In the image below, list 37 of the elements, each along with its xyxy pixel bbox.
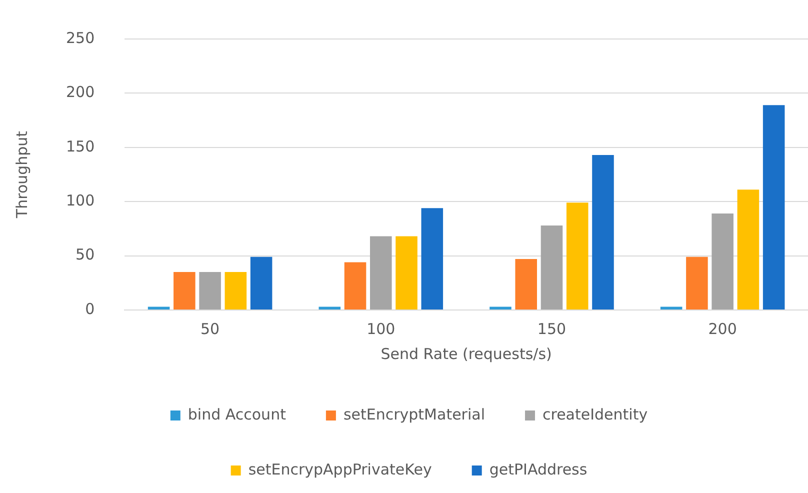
bar — [318, 306, 341, 310]
y-tick-label: 0 — [85, 300, 95, 318]
x-tick-label: 100 — [366, 320, 396, 338]
bar — [515, 259, 537, 310]
y-tick-label: 50 — [76, 246, 95, 264]
legend-label: createIdentity — [542, 405, 648, 424]
legend-label: bind Account — [188, 405, 286, 424]
bar — [224, 272, 247, 310]
bar — [199, 272, 221, 310]
bar — [762, 105, 785, 310]
bar — [250, 256, 272, 310]
bar — [592, 154, 614, 310]
bar — [686, 256, 708, 310]
bar — [490, 306, 512, 310]
y-axis-title: Throughput — [12, 130, 31, 220]
y-tick-label: 150 — [66, 137, 95, 156]
bar — [540, 225, 563, 310]
x-axis-title: Send Rate (requests/s) — [380, 344, 552, 363]
bar — [566, 202, 588, 310]
x-tick-label: 50 — [200, 320, 220, 338]
bar — [396, 236, 418, 310]
bar — [148, 306, 170, 310]
legend-label: getPIAddress — [489, 460, 588, 478]
bar — [660, 306, 682, 310]
bar — [174, 272, 196, 310]
x-tick-label: 150 — [537, 320, 566, 338]
bar — [370, 236, 392, 310]
legend-label: setEncryptMaterial — [343, 405, 485, 424]
y-tick-label: 250 — [66, 28, 95, 47]
y-tick-label: 200 — [66, 83, 95, 102]
y-tick-label: 100 — [66, 191, 95, 210]
bar — [344, 262, 366, 310]
bar — [712, 214, 734, 310]
legend-label: setEncrypAppPrivateKey — [248, 460, 432, 478]
x-tick-label: 200 — [708, 320, 737, 338]
bar — [737, 190, 760, 310]
bar — [421, 208, 444, 310]
